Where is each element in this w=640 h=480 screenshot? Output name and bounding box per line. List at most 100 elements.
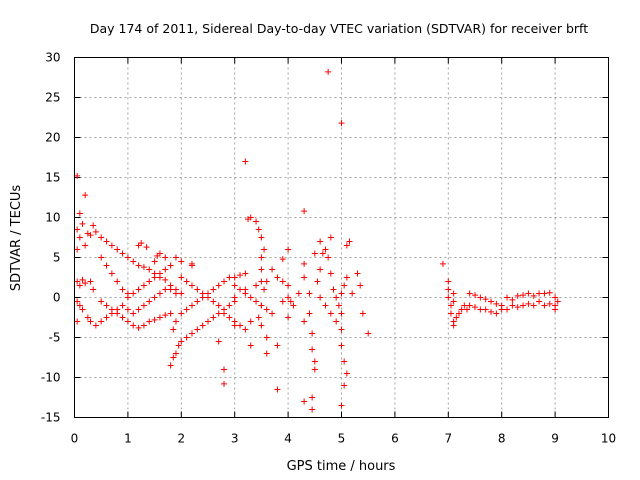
- data-point: [520, 292, 527, 299]
- data-point: [338, 402, 345, 409]
- data-point: [338, 326, 345, 333]
- data-point: [114, 306, 121, 313]
- data-point: [87, 278, 94, 285]
- data-point: [76, 210, 83, 217]
- data-point: [221, 366, 228, 373]
- data-point: [263, 278, 270, 285]
- data-point: [546, 289, 553, 296]
- data-point: [135, 324, 142, 331]
- data-point: [314, 278, 321, 285]
- data-point: [194, 286, 201, 293]
- data-point: [546, 300, 553, 307]
- data-point: [183, 306, 190, 313]
- data-point: [167, 310, 174, 317]
- data-point: [285, 282, 292, 289]
- data-point: [322, 246, 329, 253]
- data-point: [162, 254, 169, 261]
- data-point: [188, 260, 195, 267]
- data-point: [215, 302, 222, 309]
- data-point: [301, 208, 308, 215]
- chart-title: Day 174 of 2011, Sidereal Day-to-day VTE…: [90, 21, 588, 36]
- data-point: [349, 290, 356, 297]
- data-point: [138, 240, 145, 247]
- data-point: [253, 218, 260, 225]
- data-point: [167, 262, 174, 269]
- data-point: [172, 290, 179, 297]
- data-point: [82, 192, 89, 199]
- data-point: [103, 238, 110, 245]
- data-point: [285, 294, 292, 301]
- data-point: [343, 242, 350, 249]
- data-point: [279, 256, 286, 263]
- data-point: [359, 310, 366, 317]
- data-point: [450, 290, 457, 297]
- data-point: [317, 238, 324, 245]
- data-point: [76, 302, 83, 309]
- data-point: [357, 282, 364, 289]
- data-point: [76, 282, 83, 289]
- data-point: [210, 314, 217, 321]
- data-point: [327, 234, 334, 241]
- data-point: [215, 310, 222, 317]
- data-point: [154, 252, 161, 259]
- data-point: [258, 302, 265, 309]
- data-point: [477, 294, 484, 301]
- data-point: [237, 272, 244, 279]
- data-point: [82, 280, 89, 287]
- data-point: [205, 294, 211, 301]
- data-point: [130, 322, 137, 329]
- data-point: [330, 286, 337, 293]
- data-point: [98, 318, 105, 325]
- data-point: [178, 274, 185, 281]
- data-point: [343, 370, 350, 377]
- data-point: [530, 292, 537, 299]
- data-point: [287, 298, 294, 305]
- data-point: [146, 266, 153, 273]
- data-point: [178, 338, 185, 345]
- data-point: [301, 260, 308, 267]
- data-point: [341, 358, 348, 365]
- data-point: [188, 330, 195, 337]
- data-point: [488, 298, 495, 305]
- data-point: [135, 306, 142, 313]
- data-point: [135, 262, 142, 269]
- data-point: [447, 310, 454, 317]
- data-point: [242, 286, 249, 293]
- data-point: [541, 290, 548, 297]
- data-point: [261, 246, 268, 253]
- data-point: [309, 406, 316, 413]
- data-point: [114, 246, 121, 253]
- data-point: [183, 334, 190, 341]
- y-tick-label: 30: [45, 51, 60, 65]
- data-point: [504, 306, 511, 313]
- y-tick-label: -5: [49, 331, 61, 345]
- data-point: [74, 246, 81, 253]
- x-tick-label: 5: [338, 432, 346, 446]
- data-point: [215, 338, 222, 345]
- y-tick-label: -10: [41, 371, 61, 385]
- data-point: [498, 306, 505, 313]
- data-point: [170, 354, 177, 361]
- data-point: [242, 270, 249, 277]
- data-point: [247, 318, 254, 325]
- data-point: [231, 294, 238, 301]
- data-point: [322, 302, 329, 309]
- data-point: [525, 300, 532, 307]
- data-point: [135, 286, 142, 293]
- data-point: [162, 312, 169, 319]
- data-point: [103, 262, 110, 269]
- data-point: [172, 318, 179, 325]
- data-point: [221, 380, 228, 387]
- x-tick-label: 9: [551, 432, 559, 446]
- data-point: [263, 350, 270, 357]
- data-point: [458, 306, 465, 313]
- x-tick-label: 0: [71, 432, 79, 446]
- data-point: [103, 314, 110, 321]
- data-point: [156, 270, 163, 277]
- data-point: [130, 290, 137, 297]
- data-point: [530, 302, 537, 309]
- data-point: [472, 304, 478, 311]
- data-point: [482, 296, 489, 303]
- data-point: [247, 342, 254, 349]
- y-axis-label: SDTVAR / TECUs: [9, 185, 24, 292]
